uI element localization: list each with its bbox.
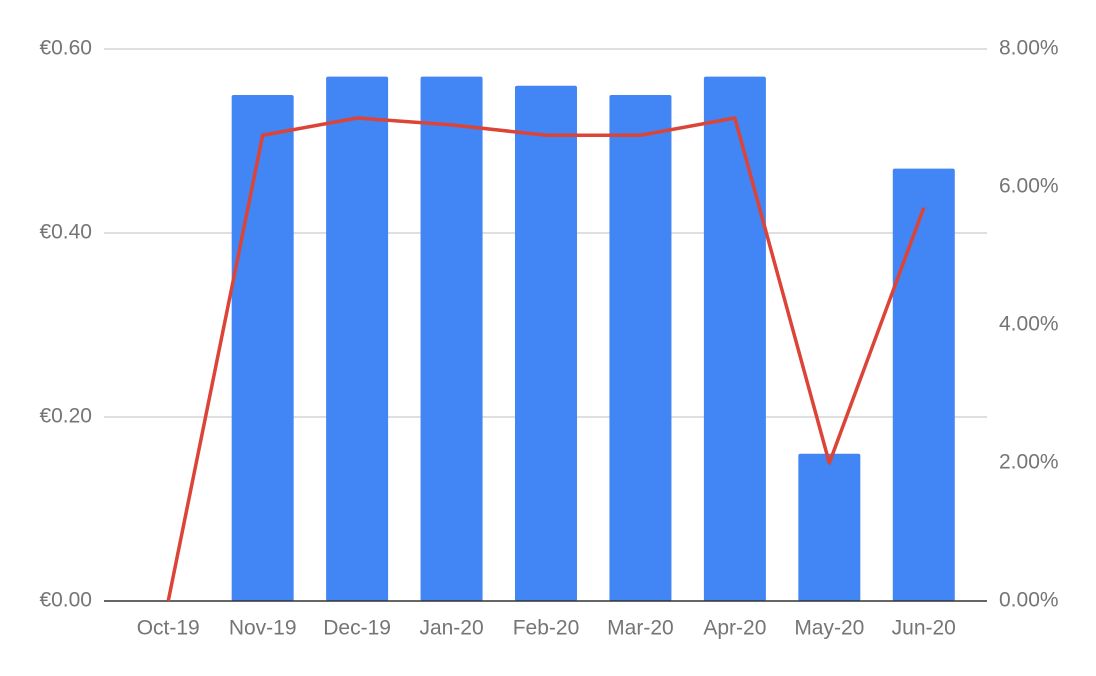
bar (231, 95, 294, 601)
y-tick-label: €0.00 (39, 589, 92, 612)
x-tick-label: Jan-20 (419, 617, 483, 640)
y-tick-label: €0.60 (39, 37, 92, 60)
y2-tick-label: 2.00% (999, 451, 1059, 474)
bar (609, 95, 672, 601)
x-tick-label: Nov-19 (229, 617, 297, 640)
bar (420, 76, 483, 602)
x-tick-label: May-20 (794, 617, 864, 640)
x-tick-label: Oct-19 (137, 617, 200, 640)
y2-tick-label: 6.00% (999, 175, 1059, 198)
bar (798, 453, 861, 601)
x-tick-label: Mar-20 (607, 617, 674, 640)
y-tick-label: €0.20 (39, 405, 92, 428)
bar (515, 85, 577, 602)
y-tick-label: €0.40 (39, 221, 92, 244)
x-tick-label: Dec-19 (323, 617, 391, 640)
line (166, 116, 926, 602)
bar (326, 76, 389, 602)
y2-tick-label: 4.00% (999, 313, 1059, 336)
bar (892, 168, 955, 601)
x-tick-label: Jun-20 (892, 617, 956, 640)
y2-tick-label: 8.00% (999, 37, 1059, 60)
x-tick-label: Apr-20 (703, 617, 766, 640)
y2-tick-label: 0.00% (999, 589, 1059, 612)
bar (703, 76, 766, 602)
x-tick-label: Feb-20 (513, 617, 580, 640)
